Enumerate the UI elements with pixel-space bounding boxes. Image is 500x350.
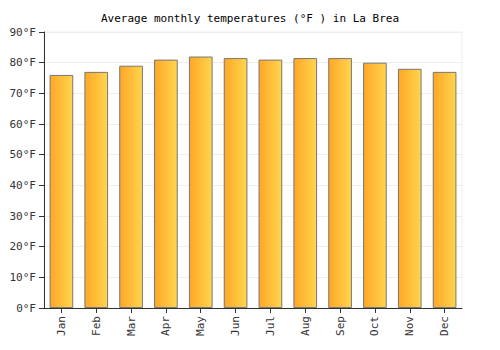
svg-text:Jul: Jul <box>264 316 277 336</box>
svg-text:Nov: Nov <box>403 316 416 336</box>
svg-text:20°F: 20°F <box>10 240 37 253</box>
svg-text:70°F: 70°F <box>10 87 37 100</box>
svg-text:40°F: 40°F <box>10 179 37 192</box>
svg-text:Feb: Feb <box>90 316 103 336</box>
svg-text:Jun: Jun <box>229 316 242 336</box>
svg-text:90°F: 90°F <box>10 26 37 39</box>
svg-text:May: May <box>194 316 207 336</box>
svg-text:30°F: 30°F <box>10 210 37 223</box>
svg-text:50°F: 50°F <box>10 148 37 161</box>
svg-text:80°F: 80°F <box>10 56 37 69</box>
svg-text:Oct: Oct <box>368 316 381 336</box>
svg-text:Dec: Dec <box>438 316 451 336</box>
svg-text:0°F: 0°F <box>16 302 36 315</box>
svg-text:Sep: Sep <box>334 316 347 336</box>
svg-text:Jan: Jan <box>55 316 68 336</box>
svg-text:10°F: 10°F <box>10 271 37 284</box>
svg-text:Apr: Apr <box>159 316 172 336</box>
svg-text:Mar: Mar <box>125 316 138 336</box>
svg-text:Aug: Aug <box>299 316 312 336</box>
svg-text:60°F: 60°F <box>10 118 37 131</box>
svg-text:Average monthly temperatures (: Average monthly temperatures (°F ) in La… <box>101 12 399 25</box>
